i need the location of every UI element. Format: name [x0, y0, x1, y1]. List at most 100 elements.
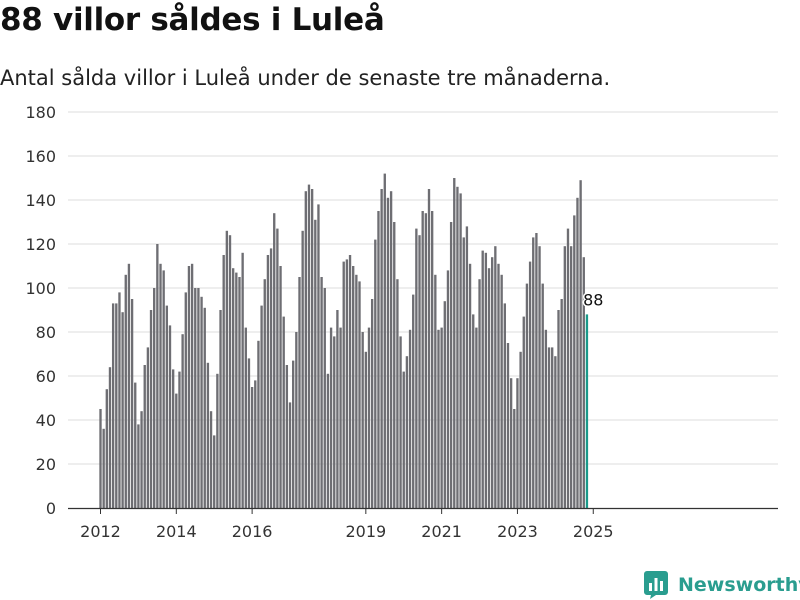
bar	[314, 219, 317, 509]
bar	[468, 263, 472, 508]
bar	[260, 305, 263, 508]
bar	[200, 296, 203, 508]
bar	[576, 197, 579, 509]
bar	[304, 191, 307, 508]
bar	[519, 351, 522, 508]
bar	[342, 261, 345, 508]
bars	[99, 173, 589, 509]
bar	[573, 215, 576, 508]
bar	[99, 409, 102, 508]
bar	[209, 411, 213, 508]
bar	[124, 274, 127, 508]
bar	[465, 226, 469, 508]
bar	[456, 186, 459, 509]
bar	[130, 299, 134, 508]
bar	[516, 378, 519, 508]
bar	[358, 281, 361, 508]
bar	[175, 393, 178, 508]
bar	[244, 327, 247, 508]
bar	[472, 314, 475, 508]
bar	[269, 248, 273, 508]
bar	[310, 189, 314, 508]
bar	[364, 351, 368, 508]
bar	[399, 336, 402, 508]
bar	[566, 228, 570, 508]
bar	[317, 204, 320, 508]
bar	[475, 327, 478, 508]
bar	[377, 211, 380, 508]
y-tick-label: 0	[46, 499, 56, 518]
bar	[396, 279, 399, 508]
bar	[276, 228, 279, 508]
bar	[500, 274, 503, 508]
bar	[295, 332, 298, 508]
bar	[159, 263, 162, 508]
bar	[491, 257, 494, 508]
x-tick-label: 2014	[156, 522, 197, 541]
bar	[434, 274, 437, 508]
y-tick-label: 40	[36, 411, 56, 430]
bar	[345, 259, 349, 508]
bar	[541, 283, 544, 508]
bar	[282, 316, 285, 508]
bar	[247, 358, 251, 508]
bar	[487, 268, 491, 508]
newsworthy-logo-icon	[644, 571, 668, 599]
bar	[412, 294, 415, 508]
y-tick-label: 180	[25, 103, 56, 122]
bar	[443, 301, 446, 508]
bar	[408, 329, 412, 508]
bar	[582, 257, 585, 508]
x-tick-label: 2021	[421, 522, 462, 541]
bar	[105, 389, 108, 508]
bar	[525, 283, 529, 508]
bar	[307, 184, 311, 508]
bar	[257, 340, 260, 508]
bar	[380, 189, 383, 508]
bar	[254, 380, 257, 508]
bar	[320, 277, 323, 508]
bar	[374, 239, 377, 508]
bar	[402, 371, 405, 508]
bar	[532, 237, 535, 508]
bar	[137, 424, 140, 508]
bar	[424, 213, 428, 508]
y-tick-label: 20	[36, 455, 56, 474]
bar	[361, 332, 364, 508]
bar	[579, 180, 582, 508]
bar	[143, 365, 146, 508]
bar	[298, 277, 301, 508]
bar	[266, 255, 270, 508]
bar	[481, 250, 484, 508]
bar	[352, 266, 355, 508]
bar	[329, 327, 333, 508]
bar	[367, 327, 371, 508]
bar	[421, 211, 424, 508]
bar	[557, 310, 560, 508]
bar	[279, 266, 282, 508]
x-tick-label: 2019	[345, 522, 386, 541]
bar	[273, 213, 276, 508]
bar	[134, 382, 137, 508]
y-tick-label: 140	[25, 191, 56, 210]
bar	[149, 310, 153, 508]
bar	[478, 279, 481, 508]
bar	[127, 263, 131, 508]
bar	[494, 246, 497, 508]
bar	[506, 343, 510, 508]
bar	[250, 387, 254, 508]
bar	[323, 288, 326, 508]
bar	[415, 228, 418, 508]
x-tick-label: 2025	[573, 522, 614, 541]
bar	[165, 305, 169, 508]
newsworthy-logo[interactable]: Newsworthy	[644, 570, 800, 600]
bar	[162, 270, 165, 508]
bar	[203, 307, 206, 508]
bar	[513, 409, 516, 508]
bar	[219, 310, 222, 508]
bar	[405, 356, 409, 508]
bar	[206, 362, 210, 508]
bar	[213, 435, 216, 508]
bar	[484, 252, 488, 508]
bar	[102, 428, 105, 508]
